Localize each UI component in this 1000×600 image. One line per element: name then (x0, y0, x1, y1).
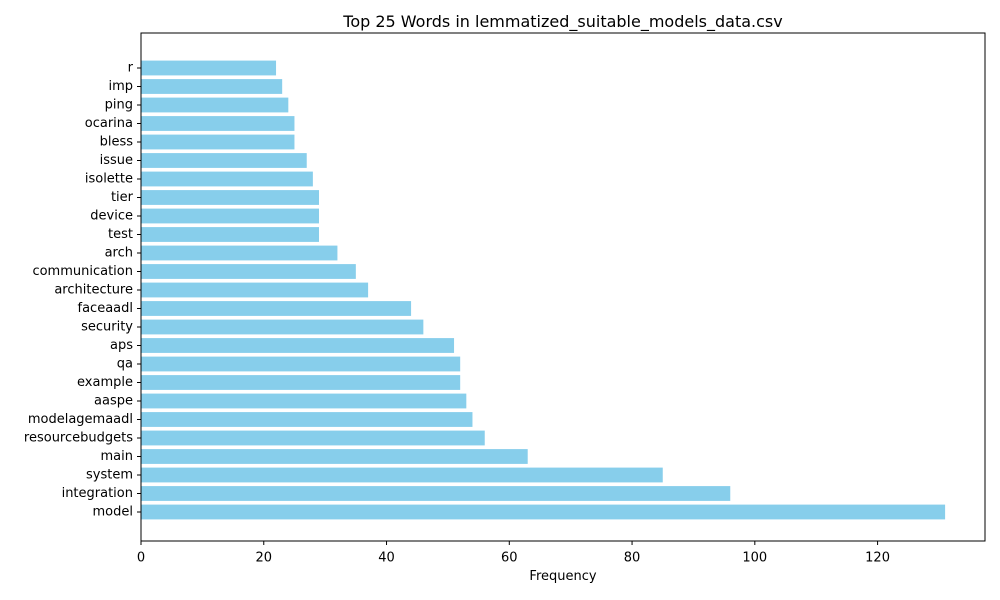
y-tick-label: device (90, 209, 133, 224)
bar (141, 60, 277, 76)
y-tick-label: communication (32, 264, 133, 279)
x-tick-label: 120 (865, 551, 890, 566)
y-tick-label: main (101, 449, 133, 464)
y-tick-label: faceaadl (78, 301, 134, 316)
bar (141, 208, 320, 224)
bar (141, 97, 289, 113)
y-tick-label: system (86, 468, 133, 483)
plot-frame (140, 32, 986, 542)
bar (141, 245, 338, 261)
bar (141, 227, 320, 242)
y-tick-label: integration (62, 486, 133, 501)
bar (141, 338, 455, 353)
bar (141, 301, 412, 316)
x-tick-label: 40 (378, 551, 395, 566)
y-tick-label: bless (100, 135, 134, 150)
x-axis-label: Frequency (529, 569, 597, 584)
bar (141, 504, 946, 520)
y-tick-label: resourcebudgets (24, 431, 133, 446)
bar (141, 171, 313, 187)
y-tick-label: qa (117, 357, 133, 372)
bar (141, 412, 473, 427)
x-tick-label: 20 (255, 551, 272, 566)
y-tick-label: ping (105, 98, 133, 113)
y-tick-label: aps (110, 338, 133, 353)
bar (141, 79, 283, 94)
y-tick-label: isolette (85, 172, 133, 187)
x-tick-label: 0 (137, 551, 145, 566)
chart-title: Top 25 Words in lemmatized_suitable_mode… (343, 12, 783, 31)
y-tick-label: imp (108, 79, 133, 94)
x-tick-label: 60 (501, 551, 518, 566)
bar (141, 153, 307, 168)
bar (141, 319, 424, 335)
x-tick-label: 80 (624, 551, 641, 566)
y-tick-label: example (77, 375, 133, 390)
bar (141, 190, 320, 205)
y-tick-label: r (128, 61, 134, 76)
bar (141, 430, 485, 446)
y-tick-label: tier (111, 190, 134, 205)
bar (141, 393, 467, 409)
bar (141, 356, 461, 372)
y-tick-label: arch (105, 246, 133, 261)
y-tick-label: model (93, 505, 133, 520)
y-tick-label: architecture (54, 283, 133, 298)
y-tick-label: modelagemaadl (28, 412, 133, 427)
bar (141, 134, 295, 150)
y-tick-label: aaspe (94, 394, 133, 409)
x-tick-label: 100 (742, 551, 767, 566)
bar (141, 467, 663, 483)
bar (141, 486, 731, 501)
y-tick-label: security (81, 320, 133, 335)
y-ticks-layer: model integration system main resourcebudget… (24, 61, 141, 520)
bars-layer (141, 60, 946, 520)
x-ticks-layer: 0 20 40 60 80 100 120 (137, 541, 890, 566)
y-tick-label: ocarina (85, 116, 133, 131)
bar (141, 264, 356, 279)
bar (141, 449, 528, 464)
bar (141, 375, 461, 390)
bar (141, 116, 295, 131)
bar (141, 282, 369, 298)
y-tick-label: issue (100, 153, 133, 168)
y-tick-label: test (108, 227, 133, 242)
